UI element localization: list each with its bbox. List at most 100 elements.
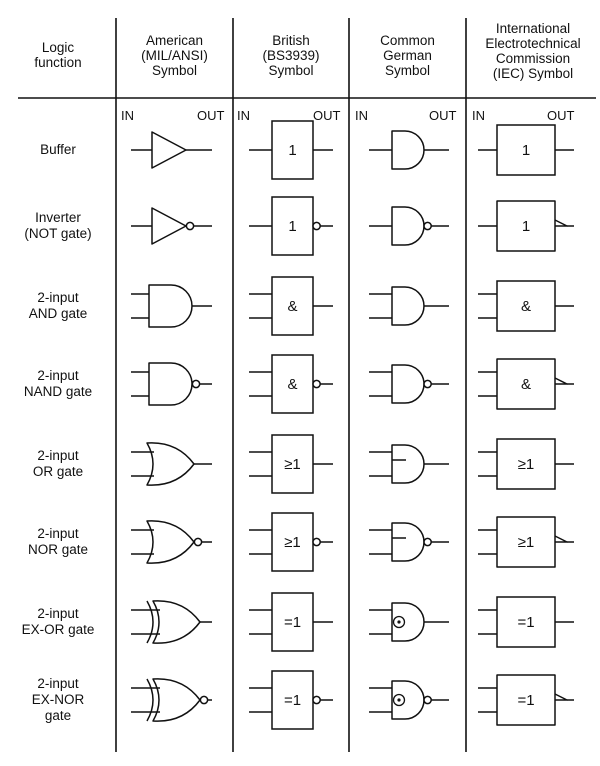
row-label-line: (NOT gate): [24, 226, 92, 241]
row-label-line: OR gate: [32, 464, 84, 479]
iec-box-text: 1: [522, 142, 530, 159]
xor-dot-ring: [392, 615, 406, 629]
british-box-text: &: [287, 298, 297, 315]
negation-triangle: [554, 693, 568, 701]
iec-box-text: &: [521, 298, 531, 315]
row-label-line: gate: [44, 708, 72, 723]
iec-box-text: &: [521, 376, 531, 393]
british-box-text: =1: [284, 614, 301, 631]
row-label: 2-input NOR gate: [0, 526, 116, 558]
row-label-line: 2-input: [37, 606, 79, 621]
row-label-line: Inverter: [35, 210, 81, 225]
header-american-line: (MIL/ANSI): [141, 47, 208, 63]
xor-dot: [397, 698, 401, 702]
header-german-line: German: [383, 47, 432, 63]
inversion-bubble: [423, 537, 432, 547]
german-d-shape: [391, 602, 425, 642]
header-iec-line: International: [495, 21, 571, 36]
german-d-shape: [391, 130, 425, 170]
american-symbol: [131, 600, 212, 644]
inversion-bubble: [312, 695, 321, 705]
american-symbol: [131, 207, 212, 245]
iec-symbol: =1: [478, 674, 574, 726]
german-symbol: [369, 286, 449, 326]
iec-box-text: ≥1: [518, 534, 535, 551]
row-label: Buffer: [0, 142, 116, 158]
inversion-bubble: [193, 537, 203, 547]
british-symbol: &: [249, 354, 333, 414]
header-function-line: function: [34, 55, 82, 70]
german-symbol: [369, 444, 449, 484]
negation-triangle: [554, 535, 568, 543]
table-grid: [18, 18, 596, 752]
row-label: 2-input OR gate: [0, 448, 116, 480]
row-label-line: 2-input: [37, 368, 79, 383]
inversion-bubble: [191, 379, 201, 389]
american-symbol: [131, 131, 212, 169]
inversion-bubble: [423, 379, 432, 389]
header-iec-line: (IEC) Symbol: [492, 66, 574, 81]
header-iec-line: Electrotechnical: [485, 36, 581, 51]
british-box-text: =1: [284, 692, 301, 709]
row-label-line: NOR gate: [27, 542, 89, 557]
inversion-bubble: [423, 695, 432, 705]
header-iec: International Electrotechnical Commission(…: [466, 18, 600, 84]
iec-symbol: &: [478, 358, 574, 410]
row-label-line: 2-input: [37, 290, 79, 305]
american-symbol: [131, 284, 212, 328]
inversion-bubble: [312, 379, 321, 389]
german-symbol: [369, 522, 449, 562]
out-label-british: OUT: [313, 108, 341, 123]
negation-triangle: [554, 377, 568, 385]
in-label-german: IN: [355, 108, 368, 123]
german-symbol: [369, 364, 449, 404]
buffer-triangle-shape: [151, 207, 187, 245]
british-symbol: =1: [249, 592, 333, 652]
header-british: British (BS3939) Symbol: [233, 22, 349, 88]
header-german-line: Symbol: [384, 62, 430, 78]
header-function-line: Logic: [41, 40, 75, 55]
and-gate-shape: [148, 362, 193, 406]
row-label: 2-input AND gate: [0, 290, 116, 322]
british-symbol: 1: [249, 196, 333, 256]
header-british-line: (BS3939): [262, 47, 320, 63]
iec-box: [496, 358, 556, 410]
iec-symbol: ≥1: [478, 438, 574, 490]
german-symbol: [369, 602, 449, 642]
row-label-line: Buffer: [40, 142, 76, 157]
iec-box-text: =1: [517, 692, 534, 709]
row-label-line: 2-input: [37, 448, 79, 463]
row-label-line: 2-input: [37, 676, 79, 691]
german-d-shape: [391, 364, 425, 404]
header-british-line: British: [272, 32, 310, 48]
german-symbol: [369, 130, 449, 170]
british-symbol: ≥1: [249, 512, 333, 572]
iec-symbol: 1: [478, 124, 574, 176]
german-symbol: [369, 680, 449, 720]
inversion-bubble: [312, 221, 321, 231]
out-label-american: OUT: [197, 108, 225, 123]
in-label-british: IN: [237, 108, 250, 123]
header-british-line: Symbol: [268, 62, 314, 78]
header-american-line: American: [145, 32, 203, 48]
header-american-line: Symbol: [151, 62, 197, 78]
header-iec-line: Commission: [495, 51, 571, 66]
iec-symbol: ≥1: [478, 516, 574, 568]
out-label-german: OUT: [429, 108, 457, 123]
inversion-bubble: [185, 221, 195, 231]
row-label-line: NAND gate: [23, 384, 93, 399]
german-d-shape: [391, 206, 425, 246]
iec-box-text: ≥1: [518, 456, 535, 473]
british-box-text: &: [287, 376, 297, 393]
inversion-bubble: [312, 537, 321, 547]
row-label: 2-input EX-OR gate: [0, 606, 116, 638]
header-american: American (MIL/ANSI) Symbol: [116, 22, 233, 88]
iec-box: [496, 200, 556, 252]
german-d-shape: [391, 680, 425, 720]
row-label: 2-input EX-NOR gate: [0, 676, 116, 724]
american-symbol: [131, 442, 212, 486]
british-symbol: ≥1: [249, 434, 333, 494]
negation-triangle: [554, 219, 568, 227]
